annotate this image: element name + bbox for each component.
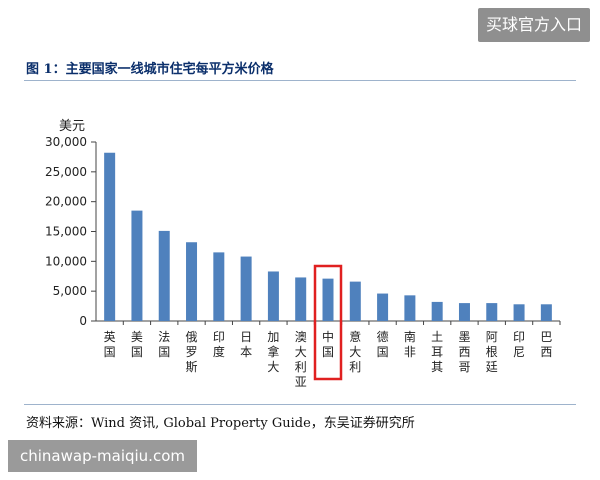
category-label-char: 巴 <box>540 330 552 344</box>
category-label-char: 南 <box>404 329 416 344</box>
bar <box>349 281 361 321</box>
bar <box>431 301 443 321</box>
y-tick-label: 0 <box>79 314 87 328</box>
category-label-char: 英 <box>104 330 116 344</box>
y-tick-label: 5,000 <box>53 284 87 298</box>
category-label-char: 阿 <box>486 330 498 344</box>
y-tick-label: 10,000 <box>45 254 87 268</box>
category-label-char: 廷 <box>486 360 498 374</box>
bar <box>322 278 334 321</box>
category-label-char: 国 <box>131 345 143 359</box>
category-label-char: 国 <box>322 345 334 359</box>
category-label-char: 俄 <box>186 330 198 344</box>
category-label-char: 利 <box>295 360 307 374</box>
category-label-char: 斯 <box>186 360 198 374</box>
bar <box>158 230 170 321</box>
category-label-char: 美 <box>131 330 143 344</box>
category-label-char: 本 <box>240 345 252 359</box>
category-label-char: 大 <box>295 345 307 359</box>
y-tick-label: 15,000 <box>45 225 87 239</box>
figure-title: 图 1：主要国家一线城市住宅每平方米价格 <box>26 62 274 77</box>
category-label-char: 耳 <box>431 345 443 359</box>
category-label-char: 印 <box>213 330 225 344</box>
category-label-char: 日 <box>240 330 252 344</box>
bar <box>213 252 225 321</box>
category-label-char: 法 <box>158 330 170 344</box>
top-banner-button[interactable]: 买球官方入口 <box>478 8 590 42</box>
category-label-char: 拿 <box>267 344 279 359</box>
bar <box>458 303 470 321</box>
category-label-char: 利 <box>349 360 361 374</box>
source-note: 资料来源：Wind 资讯, Global Property Guide，东吴证券… <box>26 416 415 431</box>
category-label-char: 土 <box>431 330 443 344</box>
bar <box>240 256 252 321</box>
category-label-char: 尼 <box>513 345 525 359</box>
bar <box>104 152 116 321</box>
category-label-char: 印 <box>513 330 525 344</box>
category-label-char: 国 <box>104 345 116 359</box>
category-label-char: 中 <box>322 329 334 344</box>
category-label-char: 哥 <box>458 360 470 374</box>
title-divider <box>24 80 576 81</box>
bar <box>513 304 525 321</box>
y-tick-label: 20,000 <box>45 195 87 209</box>
category-label-char: 西 <box>458 345 470 359</box>
category-label-char: 大 <box>349 345 361 359</box>
category-label-char: 意 <box>349 329 361 344</box>
category-label-char: 根 <box>486 345 498 359</box>
bar <box>486 303 498 321</box>
bar <box>295 277 307 321</box>
y-axis-label: 美元 <box>59 119 85 134</box>
category-label-char: 非 <box>404 345 416 359</box>
bar <box>404 295 416 321</box>
category-label-char: 国 <box>158 345 170 359</box>
category-label-char: 西 <box>540 345 552 359</box>
category-label-char: 其 <box>431 360 443 374</box>
category-label-char: 国 <box>377 345 389 359</box>
category-label-char: 加 <box>267 330 279 344</box>
y-tick-label: 25,000 <box>45 165 87 179</box>
bar <box>131 210 143 321</box>
highlight-box <box>313 264 343 381</box>
category-label-char: 大 <box>267 360 279 374</box>
category-label-char: 澳 <box>295 330 307 344</box>
bar <box>540 304 552 321</box>
category-label-char: 德 <box>377 329 389 344</box>
category-label-char: 墨 <box>458 330 470 344</box>
category-label-char: 罗 <box>186 345 198 359</box>
category-label-char: 度 <box>213 344 225 359</box>
category-label-char: 亚 <box>295 375 307 389</box>
bar <box>186 242 198 321</box>
source-divider <box>24 404 576 405</box>
bar <box>267 271 279 321</box>
site-watermark: chinawap-maiqiu.com <box>8 440 197 472</box>
y-tick-label: 30,000 <box>45 135 87 149</box>
bar <box>377 293 389 321</box>
